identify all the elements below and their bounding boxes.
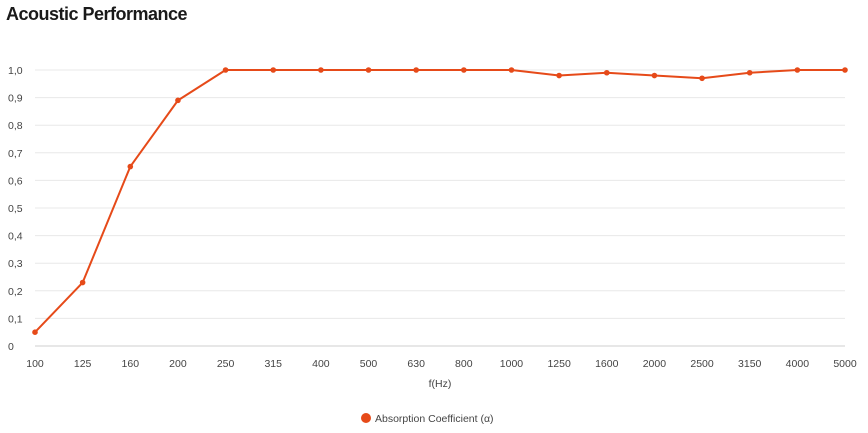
data-point[interactable] <box>842 67 848 73</box>
data-point[interactable] <box>32 329 38 336</box>
y-axis-ticks: 0 0,1 0,2 0,3 0,4 0,5 0,6 0,7 0,8 0,9 1,0 <box>8 65 23 353</box>
data-point[interactable] <box>79 279 86 286</box>
y-tick-label: 0,2 <box>8 286 23 298</box>
x-tick-label: 200 <box>169 358 187 370</box>
data-point[interactable] <box>746 69 753 76</box>
data-point[interactable] <box>127 163 134 170</box>
x-tick-label: 160 <box>122 358 140 370</box>
x-tick-label: 100 <box>26 358 44 370</box>
x-tick-label: 1250 <box>547 358 571 370</box>
x-tick-label: 125 <box>74 358 92 370</box>
legend-label: Absorption Coefficient (α) <box>375 413 494 425</box>
data-point[interactable] <box>651 72 658 79</box>
x-tick-label: 400 <box>312 358 330 370</box>
x-tick-label: 1600 <box>595 358 619 370</box>
data-point[interactable] <box>365 67 372 73</box>
data-point[interactable] <box>603 69 610 76</box>
data-point[interactable] <box>222 67 229 73</box>
x-axis-title: f(Hz) <box>429 378 452 390</box>
y-tick-label: 0,4 <box>8 231 23 243</box>
x-tick-label: 5000 <box>833 358 857 370</box>
x-tick-label: 3150 <box>738 358 762 370</box>
series-line <box>34 69 845 333</box>
x-axis-ticks: 100 125 160 200 250 315 400 500 630 800 1000 1250 16… <box>26 358 857 370</box>
y-tick-label: 0,3 <box>8 258 23 270</box>
x-tick-label: 2500 <box>690 358 714 370</box>
page-title: Acoustic Performance <box>6 4 188 24</box>
series-layer <box>32 67 848 336</box>
data-point[interactable] <box>461 67 467 73</box>
x-tick-label: 4000 <box>786 358 810 370</box>
legend[interactable]: Absorption Coefficient (α) <box>361 413 494 425</box>
x-tick-label: 800 <box>455 358 473 370</box>
data-point[interactable] <box>413 67 419 73</box>
y-tick-label: 0,6 <box>8 175 23 187</box>
x-tick-label: 315 <box>264 358 282 370</box>
data-point[interactable] <box>794 67 801 73</box>
x-tick-label: 250 <box>217 358 235 370</box>
y-tick-label: 0,8 <box>8 120 23 132</box>
y-tick-label: 0,9 <box>8 93 23 105</box>
data-point[interactable] <box>508 67 515 73</box>
x-tick-label: 1000 <box>500 358 524 370</box>
x-tick-label: 2000 <box>643 358 667 370</box>
x-tick-label: 500 <box>360 358 378 370</box>
legend-marker <box>361 413 371 423</box>
data-point[interactable] <box>556 72 562 79</box>
data-point[interactable] <box>270 67 277 73</box>
data-point[interactable] <box>699 75 705 82</box>
grid-lines <box>35 69 845 347</box>
x-tick-label: 630 <box>407 358 425 370</box>
data-point[interactable] <box>318 67 324 73</box>
y-tick-label: 0,7 <box>8 148 23 160</box>
data-point[interactable] <box>175 97 181 104</box>
y-tick-label: 0,5 <box>8 203 23 215</box>
y-tick-label: 1,0 <box>8 65 23 77</box>
y-tick-label: 0,1 <box>8 313 23 325</box>
y-tick-label: 0 <box>8 341 14 353</box>
